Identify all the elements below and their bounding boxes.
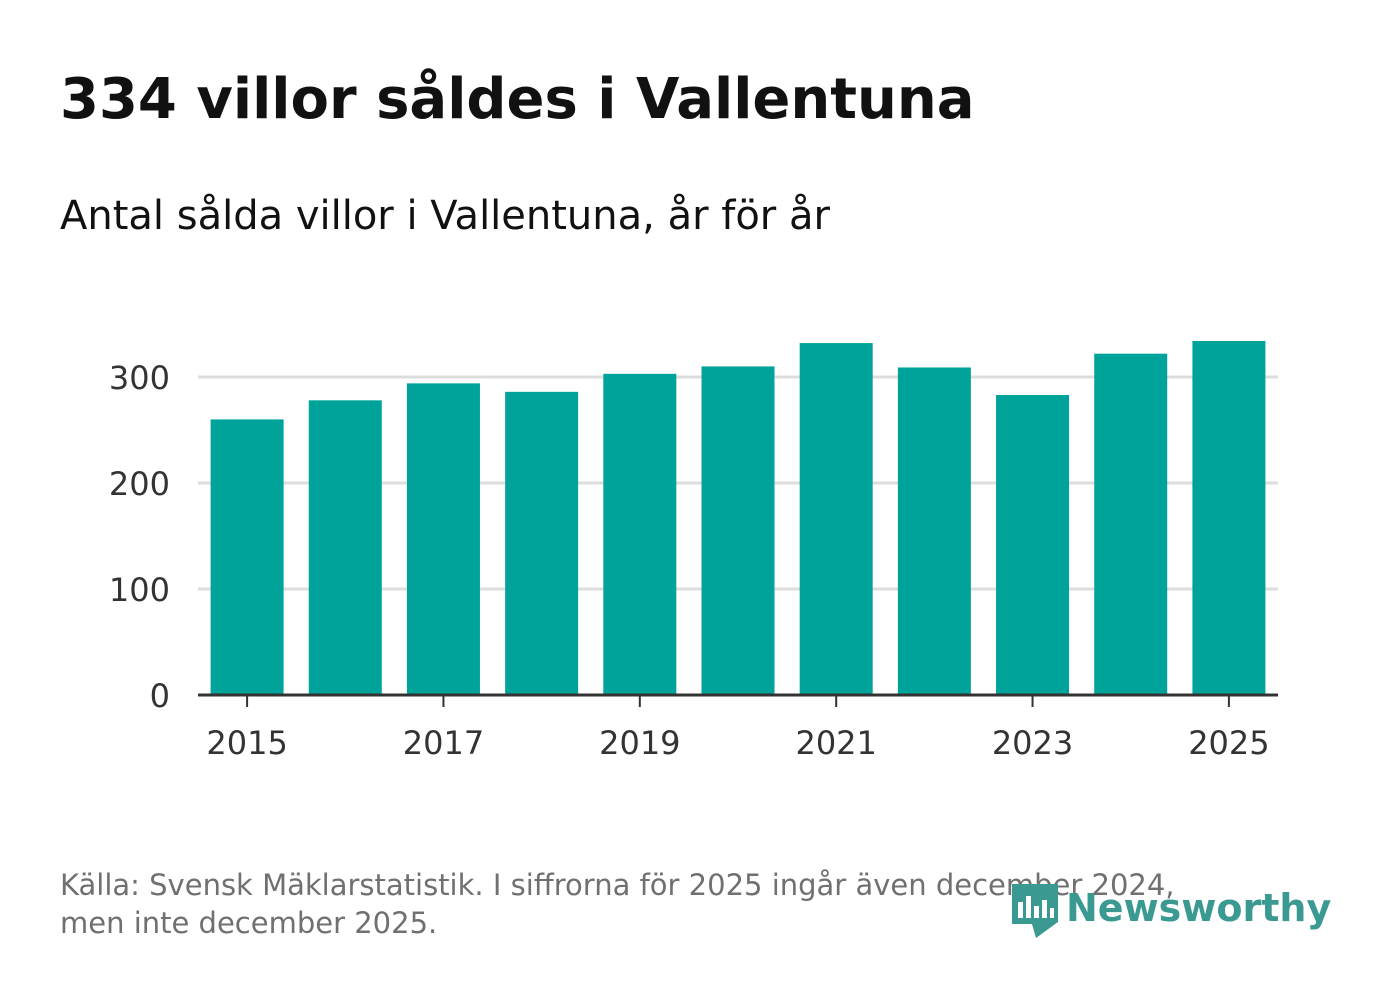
logo-text: Newsworthy <box>1066 886 1332 930</box>
x-tick-label-2023: 2023 <box>992 724 1073 762</box>
bar-2015 <box>210 419 284 695</box>
y-tick-label-100: 100 <box>109 571 170 609</box>
newsworthy-logo: Newsworthy <box>1010 876 1331 940</box>
bar-2017 <box>406 383 480 695</box>
y-tick-label-0: 0 <box>150 677 170 715</box>
bar-2016 <box>308 400 382 695</box>
bar-2022 <box>897 367 971 695</box>
source-note-line-1: Källa: Svensk Mäklarstatistik. I siffror… <box>60 868 1175 902</box>
x-tick-label-2025: 2025 <box>1188 724 1269 762</box>
x-tick-label-2017: 2017 <box>403 724 484 762</box>
source-note-line-2: men inte december 2025. <box>60 906 438 940</box>
x-tick-label-2021: 2021 <box>795 724 876 762</box>
bar-2021 <box>799 343 873 695</box>
bar-2023 <box>996 395 1070 695</box>
bar-chart: 0 100 200 300 2015 2017 2019 2021 2023 2025 <box>109 340 1278 762</box>
y-tick-label-300: 300 <box>109 359 170 397</box>
bar-2020 <box>701 366 775 695</box>
bar-2018 <box>505 391 579 695</box>
chart-subtitle: Antal sålda villor i Vallentuna, år för … <box>60 193 830 239</box>
bar-2025 <box>1192 340 1266 695</box>
newsworthy-logo-icon <box>1012 884 1058 938</box>
x-tick-label-2015: 2015 <box>206 724 287 762</box>
bar-2024 <box>1094 353 1168 695</box>
y-tick-label-200: 200 <box>109 465 170 503</box>
source-note: Källa: Svensk Mäklarstatistik. I siffror… <box>60 866 1260 942</box>
chart-title: 334 villor såldes i Vallentuna <box>60 67 975 132</box>
x-tick-label-2019: 2019 <box>599 724 680 762</box>
bar-2019 <box>603 373 677 695</box>
